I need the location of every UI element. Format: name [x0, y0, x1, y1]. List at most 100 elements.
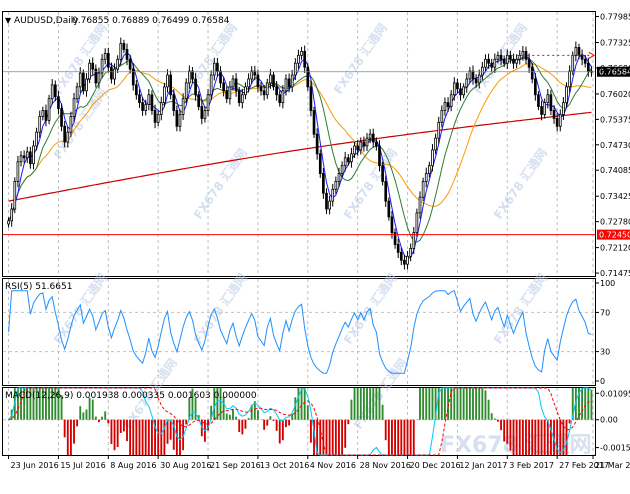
candle-body [534, 78, 537, 96]
x-tick-label: 20 Dec 2016 [410, 461, 461, 470]
candle-body [434, 137, 437, 151]
candle-body [63, 125, 66, 143]
candle-body [399, 251, 403, 261]
candle-body [119, 43, 123, 60]
candle-body [106, 52, 110, 68]
candle-body [309, 86, 313, 111]
x-tick-label: 30 Aug 2016 [160, 461, 211, 470]
candle-body [44, 110, 48, 121]
candle-body [244, 86, 247, 96]
candle-body [206, 94, 210, 111]
candle-body [22, 155, 26, 159]
candle-body [555, 117, 559, 127]
x-tick-label: 28 Nov 2016 [360, 461, 411, 470]
rsi-label: RSI(5) 51.6651 [5, 282, 72, 292]
candle-body [175, 110, 179, 127]
candle-body [306, 66, 310, 88]
x-tick-label: 12 Jan 2017 [459, 461, 507, 470]
candle-body [353, 145, 356, 155]
candle-body [247, 78, 250, 88]
candle-body [7, 220, 10, 225]
price-tick-label: 0.74085 [600, 166, 630, 175]
candle-body [278, 94, 282, 104]
candle-body [262, 90, 266, 96]
candle-body [234, 78, 238, 92]
candle-body [552, 110, 556, 119]
candle-body [487, 58, 490, 64]
candle-body [94, 68, 98, 84]
x-tick-label: 21 Mar 2017 [595, 461, 630, 470]
candle-body [250, 70, 254, 80]
candle-body [100, 58, 104, 74]
macd-tick-label: -0.00158 [600, 444, 630, 453]
candle-body [362, 141, 366, 147]
watermark-text: FX678 汇通网 [190, 270, 250, 346]
candle-body [421, 181, 425, 198]
candle-body [147, 94, 151, 105]
candle-body [53, 84, 57, 98]
candle-body [85, 78, 88, 92]
price-tick-label: 0.77985 [600, 13, 630, 22]
candle-body [163, 86, 166, 104]
candle-body [240, 94, 244, 104]
candle-body [197, 94, 201, 107]
macd-tick-label: 0.00 [600, 416, 618, 425]
candle-body [88, 62, 91, 80]
candle-body [340, 165, 344, 174]
candle-body [530, 66, 534, 80]
price-tick-label: 0.74730 [600, 141, 630, 150]
ma-200-line [8, 111, 592, 202]
symbol-triangle-icon[interactable]: ▼ [5, 16, 12, 25]
candle-body [571, 54, 575, 72]
candle-body [25, 151, 29, 159]
candle-body [440, 110, 444, 123]
candle-body [527, 58, 531, 68]
macd-signal-line [8, 387, 592, 456]
macd-panel [2, 387, 596, 456]
candle-body [406, 255, 409, 265]
candle-body [499, 54, 503, 60]
candle-body [350, 153, 353, 163]
candle-body [496, 54, 500, 60]
candle-body [381, 165, 384, 182]
candle-body [409, 248, 412, 257]
candle-body [412, 232, 416, 249]
candle-body [403, 259, 406, 265]
candle-body [524, 51, 528, 60]
candle-body [212, 62, 216, 76]
candle-body [287, 78, 291, 88]
candle-body [502, 58, 506, 64]
candle-body [253, 70, 257, 76]
candle-body [415, 212, 419, 234]
x-tick-label: 15 Jul 2016 [60, 461, 105, 470]
grid [3, 12, 595, 455]
candle-body [169, 74, 172, 96]
macd-label: MACD(12,26,9) 0.001938 0.000335 0.001603… [5, 391, 257, 401]
levels: 0.72450 0.76584 [3, 51, 630, 240]
price-tick-label: 0.76680 [600, 64, 630, 73]
candle-body [443, 102, 447, 111]
candle-body [10, 208, 14, 222]
candle-body [512, 58, 515, 64]
candle-body [509, 54, 512, 60]
ma-mid-line [8, 57, 592, 243]
candle-body [32, 145, 35, 165]
candle-body [577, 47, 581, 56]
ma-slow-line [8, 63, 592, 222]
price-tick-label: 0.72120 [600, 244, 630, 253]
arrow-icon [588, 51, 595, 59]
candle-body [209, 74, 213, 96]
candle-body [568, 70, 571, 88]
candles [7, 37, 593, 270]
price-tick-label: 0.75375 [600, 115, 630, 124]
ohlc-readout: 0.76855 0.76889 0.76499 0.76584 [72, 16, 230, 26]
candle-body [334, 181, 338, 190]
x-tick-label: 4 Nov 2016 [310, 461, 356, 470]
candle-body [50, 84, 54, 100]
candle-body [515, 58, 518, 64]
candle-body [60, 108, 63, 127]
candle-body [293, 62, 297, 76]
candle-body [446, 102, 450, 107]
candle-body [418, 196, 422, 214]
candle-body [325, 192, 328, 210]
